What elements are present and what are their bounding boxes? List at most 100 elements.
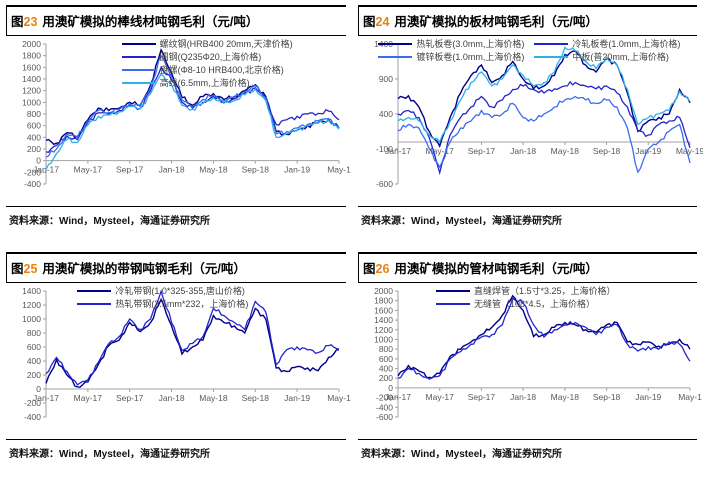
svg-text:May-17: May-17 bbox=[74, 393, 103, 403]
figure-number: 26 bbox=[375, 262, 390, 276]
legend-line-swatch bbox=[121, 82, 156, 84]
figure-title-23: 图23 用澳矿模拟的棒线材吨钢毛利（元/吨） bbox=[6, 5, 346, 36]
svg-text:2000: 2000 bbox=[22, 39, 41, 49]
figure-title-text: 用澳矿模拟的带钢吨钢毛利（元/吨） bbox=[42, 262, 246, 276]
svg-text:May-18: May-18 bbox=[199, 393, 228, 403]
svg-text:May-1: May-1 bbox=[327, 393, 351, 403]
legend-item: 中板(普20mm,上海价格) bbox=[534, 51, 680, 63]
svg-text:Sep-18: Sep-18 bbox=[593, 146, 621, 156]
svg-text:200: 200 bbox=[379, 373, 393, 383]
svg-text:-200: -200 bbox=[376, 393, 393, 403]
svg-text:-200: -200 bbox=[24, 398, 41, 408]
source-note: 资料来源：Wind，Mysteel，海通证券研究所 bbox=[358, 206, 697, 227]
svg-text:400: 400 bbox=[379, 364, 393, 374]
figure-number: 25 bbox=[23, 262, 38, 276]
svg-text:1800: 1800 bbox=[374, 296, 393, 306]
chart-canvas: -600-400-2000200400600800100012001400160… bbox=[374, 286, 702, 422]
svg-text:May-18: May-18 bbox=[199, 165, 228, 175]
figure-number: 24 bbox=[375, 15, 390, 29]
legend-item: 冷轧带钢(1.0*325-355,唐山价格) bbox=[77, 285, 248, 297]
figure-title-24: 图24 用澳矿模拟的板材吨钢毛利（元/吨） bbox=[358, 5, 697, 36]
svg-text:1200: 1200 bbox=[22, 300, 41, 310]
figure-title-25: 图25 用澳矿模拟的带钢吨钢毛利（元/吨） bbox=[6, 252, 346, 283]
chart-legend: 冷轧带钢(1.0*325-355,唐山价格) 热轧带钢(2.5mm*232，上海价… bbox=[77, 285, 248, 310]
svg-text:800: 800 bbox=[379, 344, 393, 354]
svg-text:0: 0 bbox=[36, 384, 41, 394]
legend-item: 无缝管（108*4.5，上海价格） bbox=[435, 298, 616, 310]
figure-number: 23 bbox=[23, 15, 38, 29]
source-note: 资料来源：Wind，Mysteel，海通证券研究所 bbox=[358, 439, 697, 460]
svg-text:Jan-17: Jan-17 bbox=[385, 146, 411, 156]
legend-line-swatch bbox=[77, 303, 112, 305]
chart-legend: 螺纹钢(HRB400 20mm,天津价格) 圆钢(Q235Φ20,上海价格) 盘螺(… bbox=[121, 38, 293, 89]
svg-text:2000: 2000 bbox=[374, 286, 393, 296]
svg-text:May-17: May-17 bbox=[426, 392, 455, 402]
svg-text:1200: 1200 bbox=[374, 325, 393, 335]
line-chart-pipe: -600 -400 -200 0 200 400 600 800 1000 1200 1400 160… bbox=[358, 285, 702, 437]
svg-text:600: 600 bbox=[379, 354, 393, 364]
svg-text:Jan-18: Jan-18 bbox=[510, 146, 536, 156]
svg-text:-600: -600 bbox=[376, 412, 393, 422]
figure-title-text: 用澳矿模拟的棒线材吨钢毛利（元/吨） bbox=[42, 15, 259, 29]
figure-title-text: 用澳矿模拟的板材吨钢毛利（元/吨） bbox=[394, 15, 598, 29]
svg-text:1200: 1200 bbox=[22, 86, 41, 96]
svg-text:0: 0 bbox=[388, 383, 393, 393]
legend-item: 盘螺(Φ8-10 HRB400,北京价格) bbox=[121, 64, 293, 76]
svg-text:400: 400 bbox=[27, 356, 41, 366]
figure-label: 图 bbox=[11, 262, 24, 276]
figure-panel-24: 图24 用澳矿模拟的板材吨钢毛利（元/吨） -600 -100 400 900 1400 J… bbox=[352, 0, 703, 247]
svg-text:Sep-18: Sep-18 bbox=[593, 392, 621, 402]
svg-text:0: 0 bbox=[36, 156, 41, 166]
figure-panel-23: 图23 用澳矿模拟的棒线材吨钢毛利（元/吨） -400 -200 0 200 400 600… bbox=[0, 0, 352, 247]
svg-text:200: 200 bbox=[27, 370, 41, 380]
svg-text:-100: -100 bbox=[376, 144, 393, 154]
svg-text:Sep-17: Sep-17 bbox=[468, 146, 496, 156]
svg-text:400: 400 bbox=[379, 109, 393, 119]
svg-text:Jan-19: Jan-19 bbox=[284, 393, 310, 403]
figure-title-text: 用澳矿模拟的管材吨钢毛利（元/吨） bbox=[394, 262, 598, 276]
svg-text:1800: 1800 bbox=[22, 51, 41, 61]
svg-text:Sep-17: Sep-17 bbox=[468, 392, 496, 402]
svg-text:800: 800 bbox=[27, 328, 41, 338]
line-chart-bar-wire: -400 -200 0 200 400 600 800 1000 1200 1400 1600 180… bbox=[6, 38, 351, 204]
legend-item: 热轧板卷(3.0mm,上海价格) bbox=[378, 38, 524, 50]
legend-line-swatch bbox=[435, 303, 470, 305]
svg-text:1000: 1000 bbox=[374, 334, 393, 344]
legend-line-swatch bbox=[121, 43, 156, 45]
legend-item: 螺纹钢(HRB400 20mm,天津价格) bbox=[121, 38, 293, 50]
svg-text:Sep-18: Sep-18 bbox=[242, 393, 270, 403]
svg-text:1600: 1600 bbox=[374, 305, 393, 315]
svg-text:May-19: May-19 bbox=[676, 146, 703, 156]
svg-text:Jan-18: Jan-18 bbox=[159, 393, 185, 403]
line-chart-plate: -600 -100 400 900 1400 Jan-17 May-17 Sep-17 Jan-… bbox=[358, 38, 703, 204]
svg-text:200: 200 bbox=[27, 144, 41, 154]
svg-text:Jan-18: Jan-18 bbox=[510, 392, 536, 402]
svg-text:-200: -200 bbox=[24, 167, 41, 177]
svg-text:May-18: May-18 bbox=[551, 392, 580, 402]
source-note: 资料来源：Wind，Mysteel，海通证券研究所 bbox=[6, 439, 346, 460]
legend-line-swatch bbox=[378, 56, 413, 58]
svg-text:Sep-18: Sep-18 bbox=[242, 165, 270, 175]
svg-text:Jan-18: Jan-18 bbox=[159, 165, 185, 175]
legend-item: 冷轧板卷(1.0mm,上海价格) bbox=[534, 38, 680, 50]
svg-text:May-17: May-17 bbox=[74, 165, 103, 175]
figure-label: 图 bbox=[363, 262, 376, 276]
svg-text:1400: 1400 bbox=[374, 315, 393, 325]
figure-label: 图 bbox=[11, 15, 24, 29]
svg-text:1600: 1600 bbox=[22, 62, 41, 72]
legend-line-swatch bbox=[121, 56, 156, 58]
chart-canvas: -400 -200 0 200 400 600 800 1000 1200 1400 Jan-17 M… bbox=[22, 286, 351, 422]
legend-item: 圆钢(Q235Φ20,上海价格) bbox=[121, 51, 293, 63]
svg-text:May-1: May-1 bbox=[327, 165, 351, 175]
svg-text:Jan-19: Jan-19 bbox=[284, 165, 310, 175]
source-note: 资料来源：Wind，Mysteel，海通证券研究所 bbox=[6, 206, 346, 227]
line-chart-strip: -400 -200 0 200 400 600 800 1000 1200 1400 Jan-17 M… bbox=[6, 285, 351, 437]
svg-text:400: 400 bbox=[27, 132, 41, 142]
svg-text:May-18: May-18 bbox=[551, 146, 580, 156]
legend-line-swatch bbox=[534, 43, 569, 45]
legend-line-swatch bbox=[378, 43, 413, 45]
chart-legend: 直缝焊管（1.5寸*3.25，上海价格） 无缝管（108*4.5，上海价格） bbox=[435, 285, 616, 310]
legend-line-swatch bbox=[435, 290, 470, 292]
svg-text:Jan-17: Jan-17 bbox=[33, 165, 59, 175]
